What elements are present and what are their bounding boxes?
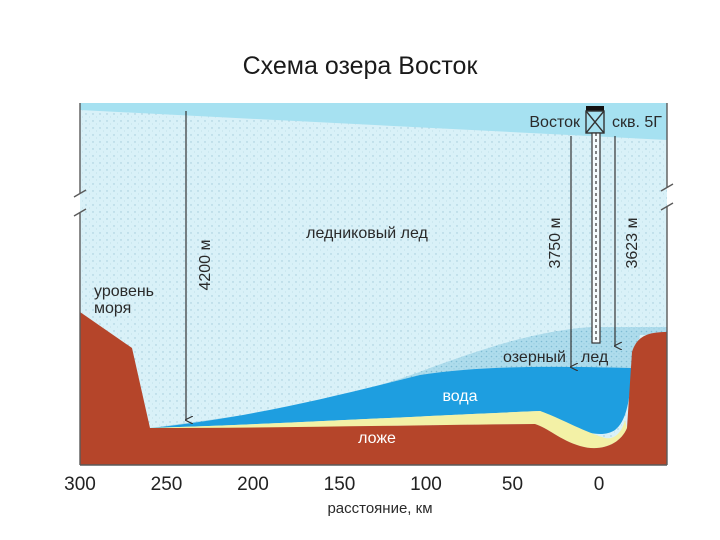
- lake-water: [150, 366, 632, 435]
- axis-tick-label: 250: [151, 474, 183, 495]
- axis-ticks: 300 250 200 150 100 50 0: [64, 474, 604, 495]
- sediment-layer: [150, 411, 627, 449]
- axis-tick-label: 0: [594, 474, 605, 495]
- thickness-4200-label: 4200 м: [197, 239, 214, 290]
- axis-tick-label: 150: [324, 474, 356, 495]
- borehole-label: скв. 5Г: [612, 114, 662, 131]
- depth-3623-label: 3623 м: [624, 217, 641, 268]
- lake-ice-label-2: лед: [581, 349, 609, 366]
- depth-3750-label: 3750 м: [547, 217, 564, 268]
- ice-surface-band: [80, 103, 667, 140]
- axis-tick-label: 100: [410, 474, 442, 495]
- axis-tick-label: 200: [237, 474, 269, 495]
- page-title: Схема озера Восток: [242, 52, 478, 80]
- borehole: [585, 106, 605, 344]
- x-axis-label: расстояние, км: [327, 500, 432, 517]
- frame: [73, 103, 674, 466]
- station-label: Восток: [529, 114, 581, 131]
- sea-level-label-1: уровень: [94, 283, 154, 300]
- bedrock: [80, 312, 667, 465]
- sea-level-label-2: моря: [94, 300, 131, 317]
- glacial-ice-label: ледниковый лед: [306, 225, 428, 242]
- axis-tick-label: 300: [64, 474, 96, 495]
- water-label: вода: [442, 388, 477, 405]
- bed-label: ложе: [358, 430, 396, 447]
- axis-tick-label: 50: [502, 474, 523, 495]
- lake-ice: [150, 327, 667, 428]
- lake-ice-label-1: озерный: [503, 349, 566, 366]
